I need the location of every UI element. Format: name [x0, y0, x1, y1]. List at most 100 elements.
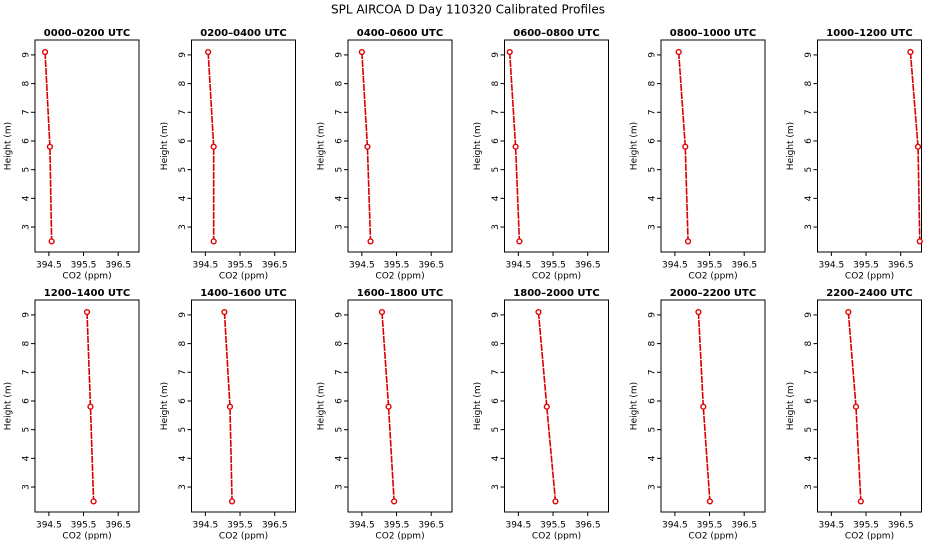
x-tick-label: 395.5 [853, 261, 879, 271]
y-tick-label: 3 [335, 484, 345, 490]
y-tick-label: 4 [178, 195, 188, 201]
x-axis-label: CO2 (ppm) [688, 532, 737, 540]
data-point [706, 498, 713, 505]
y-tick-label: 6 [178, 398, 188, 404]
plot-frame [504, 299, 609, 513]
y-tick-label: 5 [22, 167, 32, 173]
panel-title: 0200–0400 UTC [200, 28, 286, 39]
x-axis-label: CO2 (ppm) [219, 532, 268, 540]
y-tick-label: 4 [491, 455, 501, 461]
x-tick-label: 394.5 [349, 261, 375, 271]
y-tick-label: 5 [491, 427, 501, 433]
y-tick-label: 5 [178, 167, 188, 173]
x-tick-label: 395.5 [71, 521, 97, 531]
y-tick-label: 8 [491, 340, 501, 346]
y-tick-label: 3 [648, 484, 658, 490]
y-tick-label: 8 [648, 80, 658, 86]
x-tick-label: 395.5 [227, 261, 253, 271]
y-axis-label: Height (m) [4, 122, 14, 170]
data-point [367, 238, 374, 245]
data-point [535, 308, 542, 316]
y-tick-label: 7 [22, 109, 32, 115]
panel-title: 1600–1800 UTC [357, 288, 443, 299]
y-tick-label: 4 [178, 455, 188, 461]
x-tick-label: 395.5 [384, 261, 410, 271]
y-axis-label: Height (m) [630, 122, 640, 170]
data-point [675, 48, 682, 56]
data-point [543, 403, 550, 410]
x-tick-label: 396.5 [575, 521, 601, 531]
y-tick-label: 8 [804, 80, 814, 86]
plot-frame [347, 39, 453, 253]
data-point [46, 143, 54, 150]
x-axis-label: CO2 (ppm) [62, 272, 111, 282]
plot-frame [34, 299, 140, 513]
y-axis-label: Height (m) [4, 382, 14, 430]
y-tick-label: 3 [491, 224, 501, 230]
y-tick-label: 9 [178, 312, 188, 318]
x-tick-label: 395.5 [227, 521, 253, 531]
y-tick-label: 8 [22, 80, 32, 86]
y-tick-label: 9 [22, 312, 32, 318]
y-tick-label: 7 [804, 109, 814, 115]
y-tick-label: 3 [491, 484, 501, 490]
y-tick-label: 4 [648, 195, 658, 201]
y-tick-label: 6 [22, 138, 32, 144]
y-tick-label: 4 [491, 195, 501, 201]
y-tick-label: 4 [335, 455, 345, 461]
y-tick-label: 4 [804, 455, 814, 461]
y-tick-label: 9 [804, 312, 814, 318]
x-axis-label: CO2 (ppm) [375, 272, 424, 282]
data-point [228, 498, 236, 505]
y-tick-label: 8 [178, 80, 188, 86]
panel-title: 2200–2400 UTC [826, 288, 912, 299]
x-tick-label: 395.5 [540, 521, 566, 531]
y-tick-label: 6 [648, 138, 658, 144]
y-tick-label: 9 [178, 52, 188, 58]
y-tick-label: 8 [22, 340, 32, 346]
y-tick-label: 4 [648, 455, 658, 461]
y-tick-label: 7 [22, 369, 32, 375]
data-point [210, 238, 217, 245]
y-tick-label: 5 [804, 167, 814, 173]
x-tick-label: 394.5 [505, 521, 531, 531]
y-tick-label: 6 [491, 398, 501, 404]
y-tick-label: 3 [648, 224, 658, 230]
x-tick-label: 396.5 [418, 261, 444, 271]
y-tick-label: 9 [335, 312, 345, 318]
y-tick-label: 3 [178, 484, 188, 490]
y-tick-label: 3 [335, 224, 345, 230]
x-tick-label: 394.5 [662, 521, 688, 531]
plot-frame [191, 39, 296, 253]
x-tick-label: 396.5 [731, 261, 757, 271]
y-tick-label: 5 [22, 427, 32, 433]
data-point [385, 403, 392, 410]
y-axis-label: Height (m) [317, 382, 327, 430]
x-tick-label: 395.5 [697, 521, 723, 531]
y-tick-label: 8 [648, 340, 658, 346]
data-point [914, 143, 922, 150]
y-tick-label: 5 [335, 167, 345, 173]
x-tick-label: 396.5 [575, 261, 601, 271]
x-tick-label: 396.5 [731, 521, 757, 531]
data-point [391, 498, 398, 505]
y-axis-label: Height (m) [473, 382, 483, 430]
y-tick-label: 8 [491, 80, 501, 86]
y-tick-label: 7 [178, 109, 188, 115]
plot-frame [660, 299, 766, 513]
y-tick-label: 4 [804, 195, 814, 201]
x-tick-label: 394.5 [36, 261, 62, 271]
panel-title: 1000–1200 UTC [826, 28, 912, 39]
panel-title: 0400–0600 UTC [357, 28, 443, 39]
x-tick-label: 394.5 [349, 521, 375, 531]
y-tick-label: 5 [335, 427, 345, 433]
x-tick-label: 395.5 [697, 261, 723, 271]
y-tick-label: 3 [804, 224, 814, 230]
x-tick-label: 396.5 [262, 521, 288, 531]
plot-frame [34, 39, 140, 253]
y-tick-label: 7 [335, 369, 345, 375]
x-tick-label: 394.5 [192, 521, 218, 531]
x-tick-label: 396.5 [888, 261, 914, 271]
y-axis-label: Height (m) [786, 122, 796, 170]
